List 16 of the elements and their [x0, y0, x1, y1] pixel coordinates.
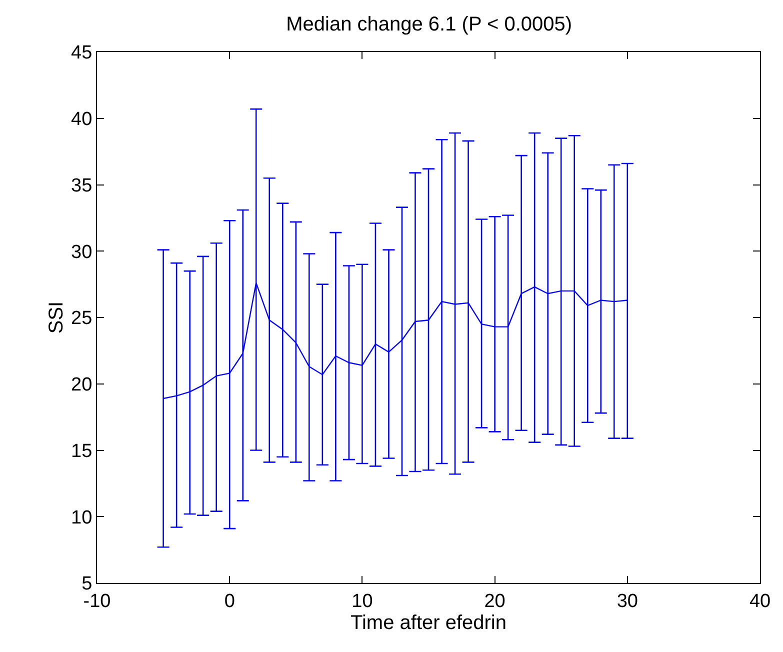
x-tick-label: 20 [484, 590, 506, 612]
y-tick-label: 25 [71, 308, 92, 330]
y-tick-label: 35 [71, 175, 92, 196]
x-tick-label: 0 [224, 590, 235, 612]
y-tick-label: 40 [71, 109, 92, 130]
y-tick-label: 30 [71, 242, 92, 263]
y-tick-label: 10 [71, 507, 92, 528]
x-tick-label: 40 [749, 590, 771, 612]
y-tick-label: 15 [71, 440, 92, 462]
x-axis-title: Time after efedrin [350, 612, 506, 634]
chart-title: Median change 6.1 (P < 0.0005) [286, 13, 572, 36]
x-tick-label: 10 [352, 590, 373, 612]
x-tick-label: 30 [616, 590, 638, 612]
y-tick-label: 45 [71, 42, 92, 64]
y-tick-label: 20 [71, 374, 92, 396]
y-axis-title: SSI [46, 301, 68, 334]
